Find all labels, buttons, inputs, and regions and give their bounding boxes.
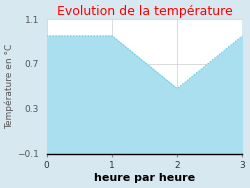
Title: Evolution de la température: Evolution de la température (56, 5, 232, 18)
Y-axis label: Température en °C: Température en °C (5, 44, 14, 129)
X-axis label: heure par heure: heure par heure (94, 173, 195, 183)
